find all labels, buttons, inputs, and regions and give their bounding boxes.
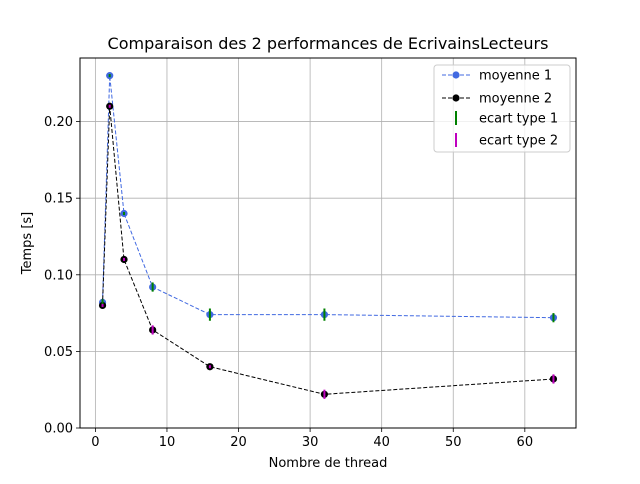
chart-title: Comparaison des 2 performances de Ecriva… bbox=[108, 34, 549, 53]
y-tick-label: 0.10 bbox=[44, 268, 73, 283]
errorbar-layer bbox=[101, 74, 555, 399]
y-tick-label: 0.15 bbox=[44, 192, 73, 207]
legend-items: moyenne 1 moyenne 2 ecart type 1 ecart type… bbox=[442, 69, 558, 149]
x-tick-label: 40 bbox=[373, 435, 390, 450]
legend-frame bbox=[433, 64, 571, 153]
x-tick-label: 20 bbox=[230, 435, 247, 450]
x-tick-label: 10 bbox=[159, 435, 176, 450]
y-tick-label: 0.20 bbox=[44, 115, 73, 130]
y-axis-label: Temps [s] bbox=[20, 212, 35, 275]
legend-marker-2 bbox=[452, 94, 460, 102]
x-tick-label: 60 bbox=[517, 435, 534, 450]
plot-frame bbox=[79, 57, 577, 429]
legend-label-2: moyenne 2 bbox=[479, 92, 552, 107]
x-tick-label: 30 bbox=[302, 435, 319, 450]
x-tick-label: 0 bbox=[91, 435, 99, 450]
legend: moyenne 1 moyenne 2 ecart type 1 ecart type… bbox=[433, 64, 571, 153]
legend-label-errorbar-1: ecart type 1 bbox=[479, 112, 558, 127]
legend-label-1: moyenne 1 bbox=[479, 69, 552, 84]
x-axis-label: Nombre de thread bbox=[269, 456, 388, 471]
x-tick-label: 50 bbox=[445, 435, 462, 450]
y-tick-label: 0.05 bbox=[44, 345, 73, 360]
legend-marker-1 bbox=[452, 71, 460, 79]
legend-label-errorbar-2: ecart type 2 bbox=[479, 134, 558, 149]
y-tick-label: 0.00 bbox=[44, 422, 73, 437]
axis-layer: 0 10 20 30 40 50 60 0.00 0.05 0.10 0.15 0.20 bbox=[44, 115, 533, 450]
